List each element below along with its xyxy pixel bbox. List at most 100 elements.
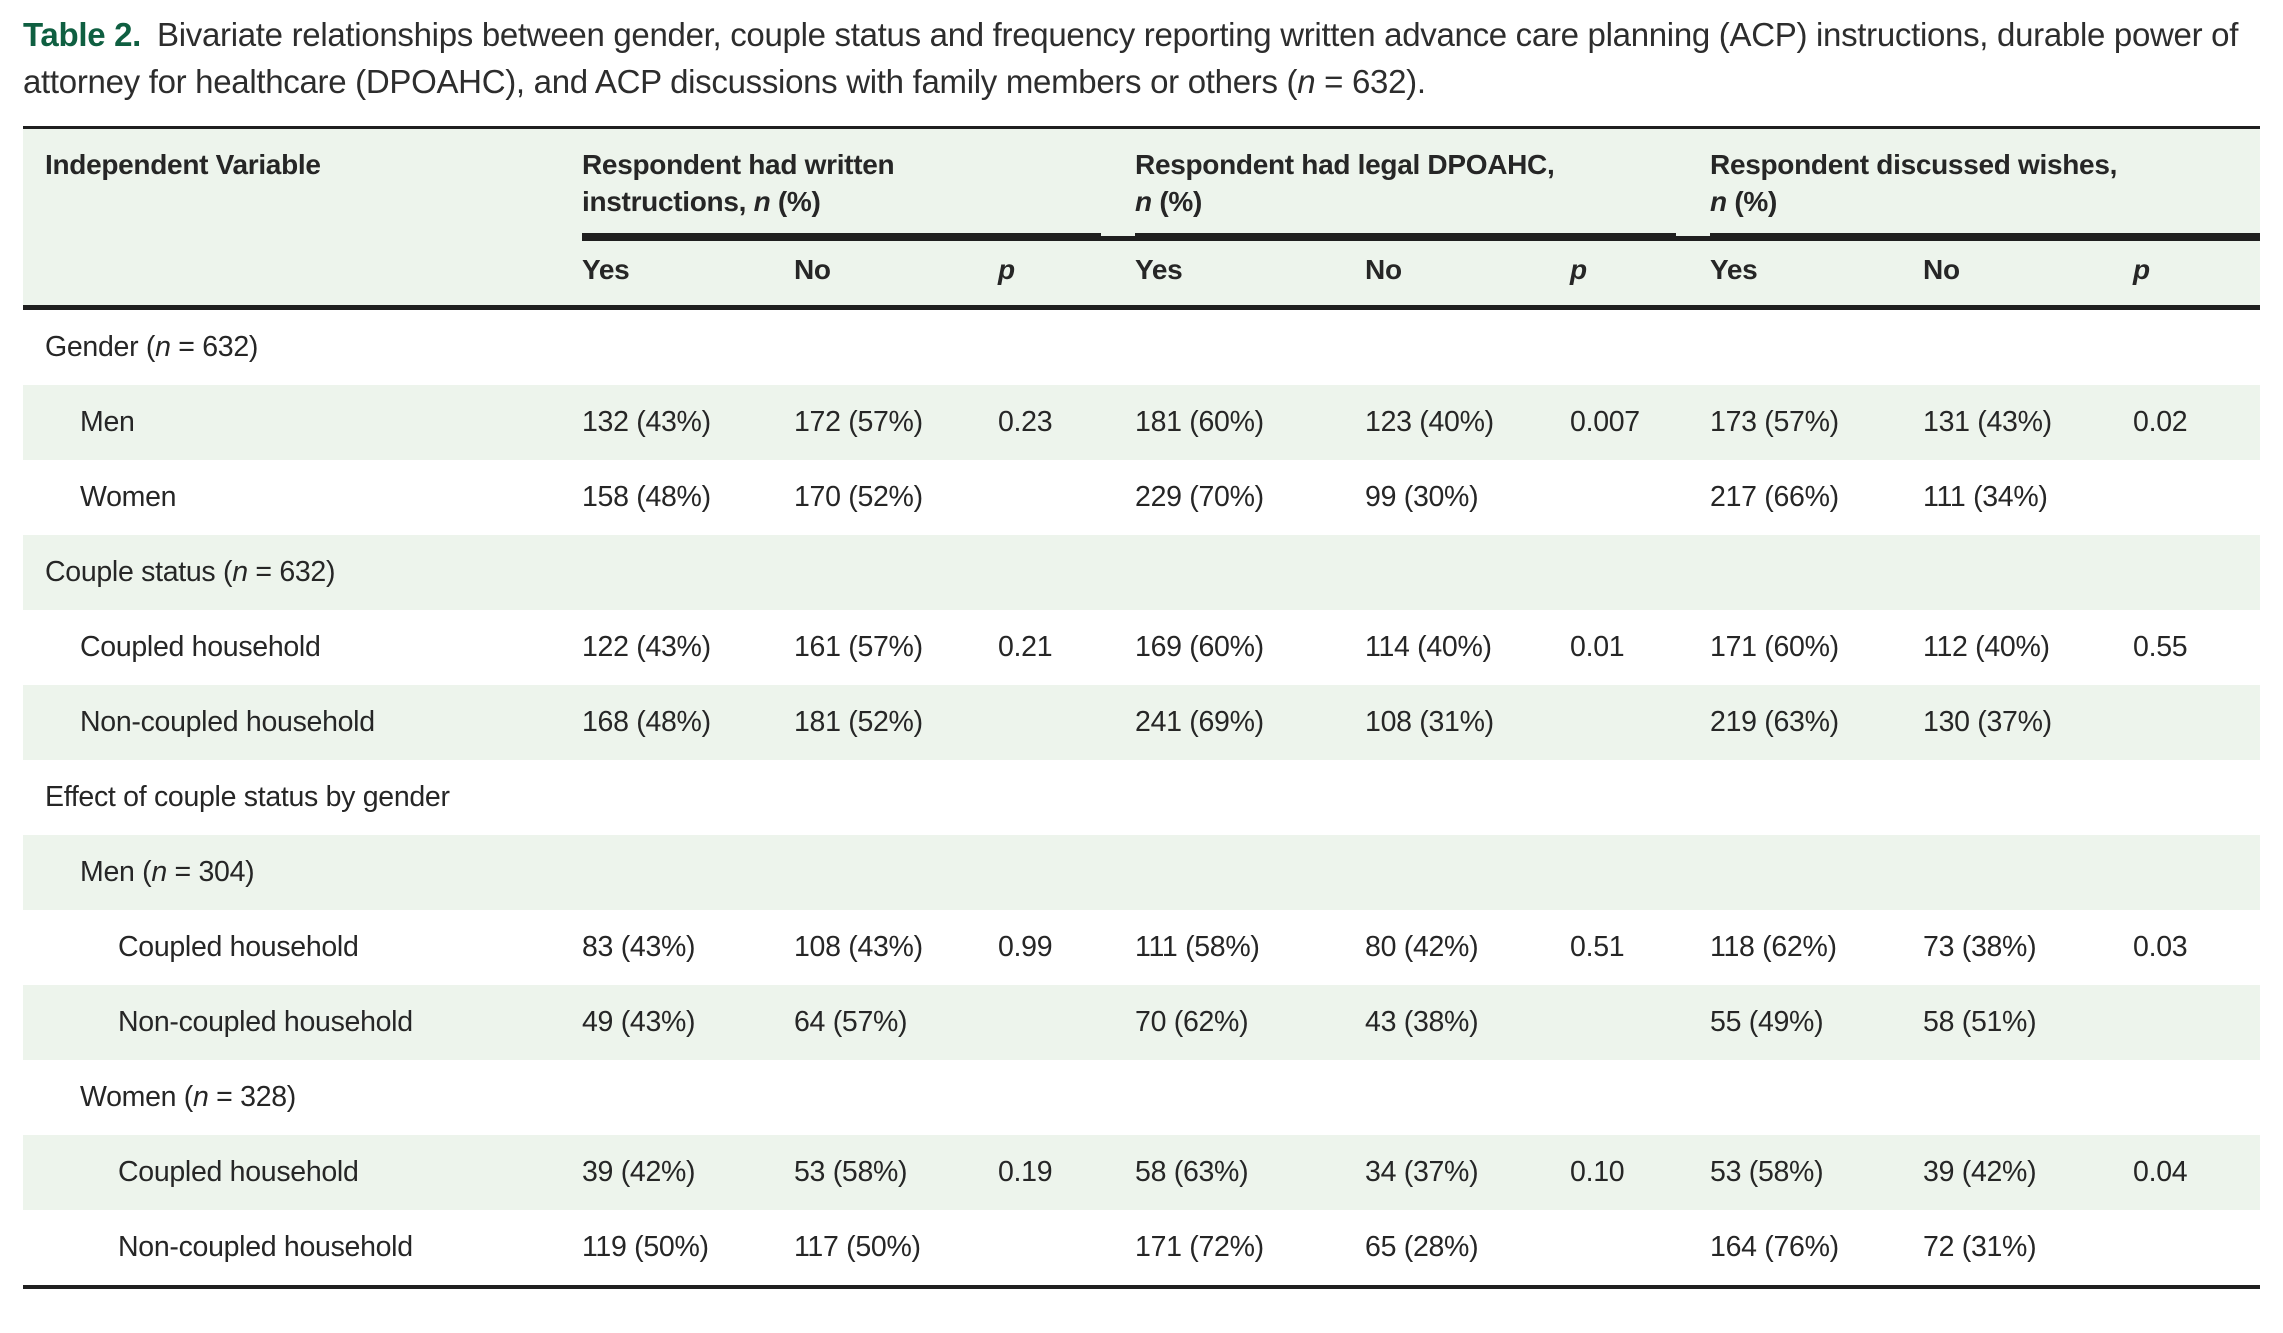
cell-dpoahc_p <box>1570 1059 1711 1135</box>
cell-dpoahc_no: 43 (38%) <box>1365 984 1571 1060</box>
cell-written_yes <box>582 759 794 835</box>
cell-written_yes: 122 (43%) <box>582 609 794 685</box>
cell-dpoahc_no <box>1365 534 1571 610</box>
cell-written_p: 0.19 <box>998 1134 1136 1210</box>
cell-discussed_yes <box>1710 1059 1924 1135</box>
table-row: Effect of couple status by gender <box>23 759 2261 835</box>
cell-dpoahc_no: 80 (42%) <box>1365 909 1571 985</box>
table-caption: Table 2. Bivariate relationships between … <box>23 12 2260 106</box>
cell-discussed_yes <box>1710 834 1924 910</box>
cell-discussed_no <box>1923 307 2134 385</box>
table-row: Non-coupled household 49 (43%) 64 (57%) 70 … <box>23 984 2261 1060</box>
table-caption-text: Bivariate relationships between gender, … <box>23 16 2239 100</box>
cell-discussed_yes: 118 (62%) <box>1710 909 1924 985</box>
cell-written_no <box>794 534 998 610</box>
cell-discussed_no: 39 (42%) <box>1923 1134 2134 1210</box>
cell-dpoahc_p: 0.51 <box>1570 909 1711 985</box>
cell-discussed_yes: 219 (63%) <box>1710 684 1924 760</box>
cell-dpoahc_yes: 171 (72%) <box>1135 1209 1366 1287</box>
cell-dpoahc_yes: 229 (70%) <box>1135 459 1366 535</box>
cell-written_no: 117 (50%) <box>794 1209 998 1287</box>
cell-dpoahc_no <box>1365 307 1571 385</box>
group-header-suffix: (%) <box>770 185 821 217</box>
table-row: Women (n = 328) <box>23 1059 2261 1135</box>
row-label: Women <box>23 459 582 535</box>
cell-discussed_p <box>2133 307 2261 385</box>
group-header-n-italic: n <box>1710 185 1727 217</box>
cell-discussed_p <box>2133 1209 2261 1287</box>
cell-dpoahc_p: 0.007 <box>1570 384 1711 460</box>
cell-written_p: 0.99 <box>998 909 1136 985</box>
cell-written_p <box>998 534 1136 610</box>
table-header: Independent Variable Respondent had writ… <box>23 127 2261 310</box>
table-number-label: Table 2. <box>23 16 142 53</box>
cell-written_p <box>998 684 1136 760</box>
cell-dpoahc_yes: 70 (62%) <box>1135 984 1366 1060</box>
cell-dpoahc_no <box>1365 1059 1571 1135</box>
subheader-discussed-yes: Yes <box>1710 238 1924 310</box>
cell-dpoahc_yes: 241 (69%) <box>1135 684 1366 760</box>
table-row: Women 158 (48%) 170 (52%) 229 (70%) 99 (30%)… <box>23 459 2261 535</box>
subheader-written-no: No <box>794 238 998 310</box>
cell-dpoahc_yes <box>1135 759 1366 835</box>
table-row: Non-coupled household 168 (48%) 181 (52%) 2… <box>23 684 2261 760</box>
cell-discussed_no <box>1923 534 2134 610</box>
cell-written_p <box>998 759 1136 835</box>
cell-dpoahc_p <box>1570 984 1711 1060</box>
cell-dpoahc_no: 34 (37%) <box>1365 1134 1571 1210</box>
subheader-discussed-no: No <box>1923 238 2134 310</box>
cell-discussed_p: 0.02 <box>2133 384 2261 460</box>
cell-written_yes <box>582 534 794 610</box>
cell-discussed_no <box>1923 1059 2134 1135</box>
cell-discussed_p <box>2133 984 2261 1060</box>
cell-written_yes: 158 (48%) <box>582 459 794 535</box>
cell-discussed_yes: 171 (60%) <box>1710 609 1924 685</box>
cell-written_p <box>998 1209 1136 1287</box>
group-header-legal-dpoahc: Respondent had legal DPOAHC, n (%) <box>1135 127 1711 241</box>
row-label: Non-coupled household <box>23 1209 582 1287</box>
cell-written_yes: 49 (43%) <box>582 984 794 1060</box>
cell-dpoahc_p: 0.01 <box>1570 609 1711 685</box>
group-header-line1: Respondent discussed wishes, <box>1710 148 2118 180</box>
cell-discussed_yes: 53 (58%) <box>1710 1134 1924 1210</box>
group-header-n-italic: n <box>1135 185 1152 217</box>
cell-dpoahc_no: 99 (30%) <box>1365 459 1571 535</box>
cell-written_yes: 119 (50%) <box>582 1209 794 1287</box>
subheader-discussed-p: p <box>2133 238 2261 310</box>
group-header-written-instructions: Respondent had written instructions, n (… <box>582 127 1136 241</box>
cell-written_yes <box>582 307 794 385</box>
cell-written_no: 170 (52%) <box>794 459 998 535</box>
subheader-dpoahc-no: No <box>1365 238 1571 310</box>
caption-n-italic: n <box>1297 62 1316 100</box>
cell-written_no: 161 (57%) <box>794 609 998 685</box>
cell-written_no: 64 (57%) <box>794 984 998 1060</box>
cell-discussed_no: 131 (43%) <box>1923 384 2134 460</box>
cell-discussed_p <box>2133 834 2261 910</box>
cell-dpoahc_p <box>1570 1209 1711 1287</box>
cell-discussed_p <box>2133 1059 2261 1135</box>
group-header-line2: instructions, <box>582 185 754 217</box>
group-header-n-italic: n <box>753 185 771 217</box>
cell-dpoahc_yes <box>1135 534 1366 610</box>
cell-discussed_yes: 173 (57%) <box>1710 384 1924 460</box>
cell-written_no <box>794 834 998 910</box>
row-label: Non-coupled household <box>23 684 582 760</box>
cell-discussed_yes <box>1710 534 1924 610</box>
cell-discussed_no: 72 (31%) <box>1923 1209 2134 1287</box>
group-header-discussed-wishes: Respondent discussed wishes, n (%) <box>1710 127 2261 241</box>
cell-written_p: 0.21 <box>998 609 1136 685</box>
cell-written_p <box>998 459 1136 535</box>
cell-discussed_p <box>2133 759 2261 835</box>
cell-discussed_p <box>2133 534 2261 610</box>
cell-discussed_p <box>2133 684 2261 760</box>
cell-dpoahc_p: 0.10 <box>1570 1134 1711 1210</box>
cell-written_no: 108 (43%) <box>794 909 998 985</box>
table-row: Non-coupled household 119 (50%) 117 (50%) 1… <box>23 1209 2261 1287</box>
cell-discussed_yes: 164 (76%) <box>1710 1209 1924 1287</box>
cell-written_p <box>998 984 1136 1060</box>
row-label: Men (n = 304) <box>23 834 582 910</box>
cell-discussed_p: 0.03 <box>2133 909 2261 985</box>
cell-dpoahc_no: 114 (40%) <box>1365 609 1571 685</box>
cell-dpoahc_yes <box>1135 1059 1366 1135</box>
cell-written_no <box>794 1059 998 1135</box>
